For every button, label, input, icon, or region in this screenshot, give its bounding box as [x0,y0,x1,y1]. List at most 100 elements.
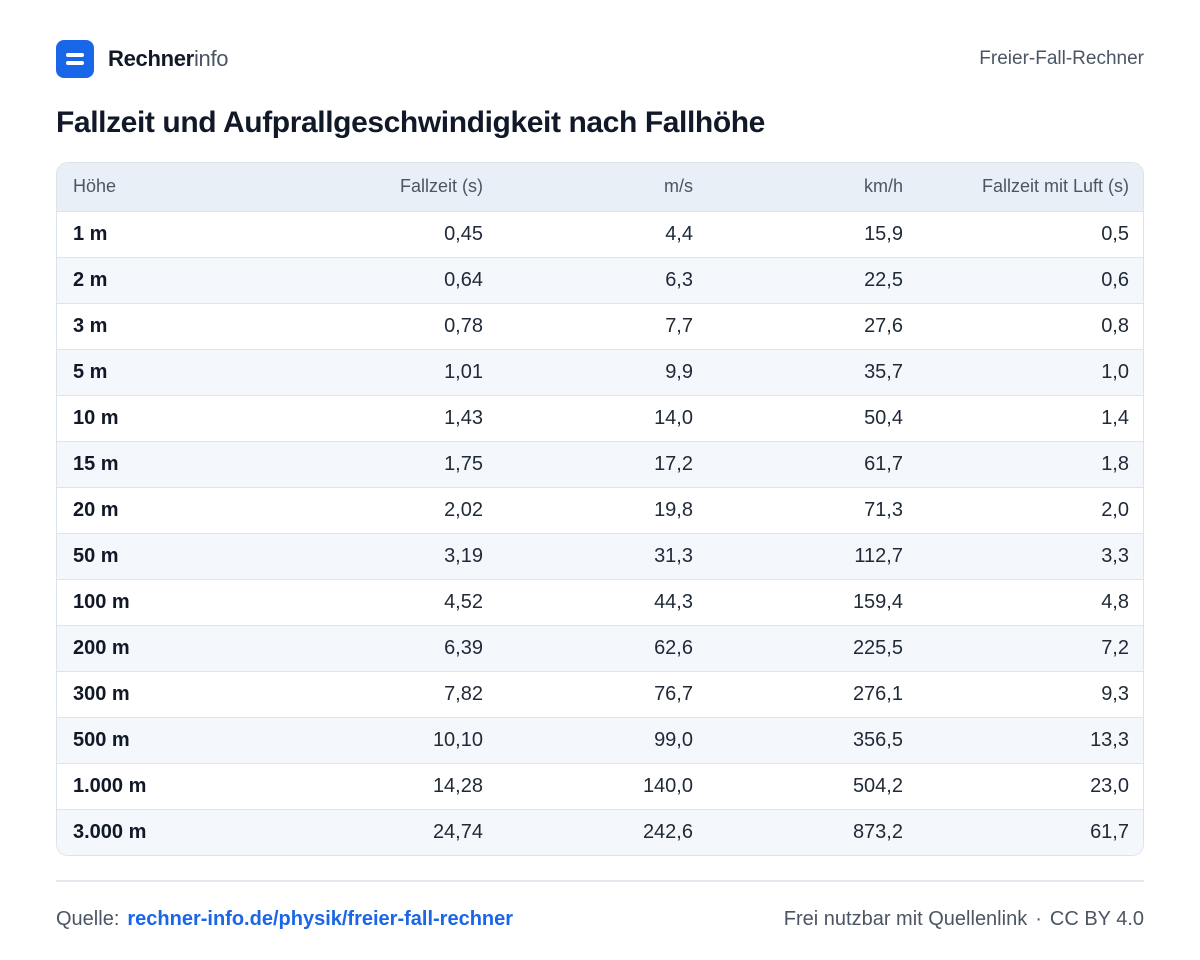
value-cell: 4,4 [665,222,693,245]
value-cell: 1,43 [444,406,483,429]
height-cell: 2 m [73,268,108,291]
height-cell: 100 m [73,590,130,613]
value-cell: 9,3 [1101,682,1129,705]
value-cell: 0,64 [444,268,483,291]
table-row: 1.000 m 14,28 140,0 504,2 23,0 [57,763,1143,809]
brand-logo[interactable]: Rechnerinfo [56,40,229,78]
value-cell: 76,7 [654,682,693,705]
license-text: Frei nutzbar mit Quellenlink [783,907,1028,930]
height-cell: 3.000 m [73,820,147,843]
value-cell: 13,3 [1090,728,1129,751]
height-cell: 3 m [73,314,108,337]
column-header: Fallzeit mit Luft (s) [981,176,1129,197]
value-cell: 14,0 [654,406,693,429]
table-row: 1 m 0,45 4,4 15,9 0,5 [57,211,1143,257]
value-cell: 9,9 [665,360,693,383]
value-cell: 27,6 [864,314,903,337]
footer-divider [56,880,1144,882]
page-footer: Quelle: rechner-info.de/physik/freier-fal… [56,904,1144,934]
value-cell: 35,7 [864,360,903,383]
value-cell: 0,45 [444,222,483,245]
column-header: km/h [863,176,903,197]
value-cell: 2,02 [444,498,483,521]
license-line: Frei nutzbar mit Quellenlink · CC BY 4.0 [784,908,1144,931]
value-cell: 3,3 [1101,544,1129,567]
source-label: Quelle: [56,907,120,930]
table-row: 20 m 2,02 19,8 71,3 2,0 [57,487,1143,533]
value-cell: 3,19 [444,544,483,567]
value-cell: 276,1 [852,682,903,705]
table-row: 200 m 6,39 62,6 225,5 7,2 [57,625,1143,671]
value-cell: 0,5 [1101,222,1129,245]
value-cell: 24,74 [432,820,483,843]
value-cell: 1,8 [1101,452,1129,475]
calculator-name: Freier-Fall-Rechner [979,48,1144,69]
value-cell: 62,6 [654,636,693,659]
height-cell: 500 m [73,728,130,751]
value-cell: 15,9 [864,222,903,245]
table-row: 2 m 0,64 6,3 22,5 0,6 [57,257,1143,303]
value-cell: 7,82 [444,682,483,705]
value-cell: 44,3 [654,590,693,613]
table-row: 3 m 0,78 7,7 27,6 0,8 [57,303,1143,349]
value-cell: 2,0 [1101,498,1129,521]
table-row: 100 m 4,52 44,3 159,4 4,8 [57,579,1143,625]
height-cell: 200 m [73,636,130,659]
page-header: Rechnerinfo Freier-Fall-Rechner [56,40,1144,78]
license-name: CC BY 4.0 [1049,907,1144,930]
value-cell: 140,0 [642,774,693,797]
value-cell: 112,7 [854,544,903,567]
value-cell: 225,5 [852,636,903,659]
height-cell: 1 m [73,222,108,245]
table-row: 50 m 3,19 31,3 112,7 3,3 [57,533,1143,579]
value-cell: 356,5 [852,728,903,751]
height-cell: 50 m [73,544,119,567]
value-cell: 159,4 [852,590,903,613]
table-row: 5 m 1,01 9,9 35,7 1,0 [57,349,1143,395]
fall-time-table: Höhe Fallzeit (s) m/s km/h Fallzeit mit Luft… [57,163,1143,855]
height-cell: 15 m [73,452,119,475]
value-cell: 22,5 [864,268,903,291]
column-header: m/s [664,176,693,197]
value-cell: 17,2 [654,452,693,475]
brand-name-light: info [193,46,229,71]
table-row: 15 m 1,75 17,2 61,7 1,8 [57,441,1143,487]
value-cell: 1,4 [1101,406,1129,429]
value-cell: 71,3 [864,498,903,521]
table-body: 1 m 0,45 4,4 15,9 0,5 2 m 0,64 6,3 22,5 0,6 3 m 0,7… [57,211,1143,855]
value-cell: 0,6 [1101,268,1129,291]
table-header-row: Höhe Fallzeit (s) m/s km/h Fallzeit mit Luft… [57,163,1143,211]
value-cell: 50,4 [864,406,903,429]
menu-lines-icon [56,40,94,78]
column-header: Höhe [73,176,117,197]
value-cell: 31,3 [654,544,693,567]
brand-name: Rechnerinfo [108,46,229,72]
value-cell: 504,2 [852,774,903,797]
source-link[interactable]: rechner-info.de/physik/freier-fall-rechn… [127,907,514,930]
value-cell: 7,2 [1101,636,1129,659]
license-separator: · [1035,907,1042,930]
data-table-container: Höhe Fallzeit (s) m/s km/h Fallzeit mit Luft… [56,162,1144,856]
table-row: 500 m 10,10 99,0 356,5 13,3 [57,717,1143,763]
height-cell: 5 m [73,360,108,383]
table-row: 300 m 7,82 76,7 276,1 9,3 [57,671,1143,717]
value-cell: 242,6 [642,820,693,843]
value-cell: 61,7 [864,452,903,475]
value-cell: 61,7 [1090,820,1129,843]
page-title: Fallzeit und Aufprallgeschwindigkeit nac… [56,106,765,139]
value-cell: 6,39 [444,636,483,659]
value-cell: 6,3 [665,268,693,291]
value-cell: 99,0 [654,728,693,751]
source-line: Quelle: rechner-info.de/physik/freier-fal… [56,908,513,931]
table-row: 3.000 m 24,74 242,6 873,2 61,7 [57,809,1143,855]
value-cell: 1,01 [444,360,483,383]
value-cell: 1,0 [1101,360,1129,383]
height-cell: 10 m [73,406,119,429]
value-cell: 1,75 [444,452,483,475]
value-cell: 0,78 [444,314,483,337]
value-cell: 7,7 [665,314,693,337]
height-cell: 1.000 m [73,774,147,797]
value-cell: 19,8 [654,498,693,521]
brand-name-bold: Rechner [108,46,194,71]
value-cell: 23,0 [1090,774,1129,797]
